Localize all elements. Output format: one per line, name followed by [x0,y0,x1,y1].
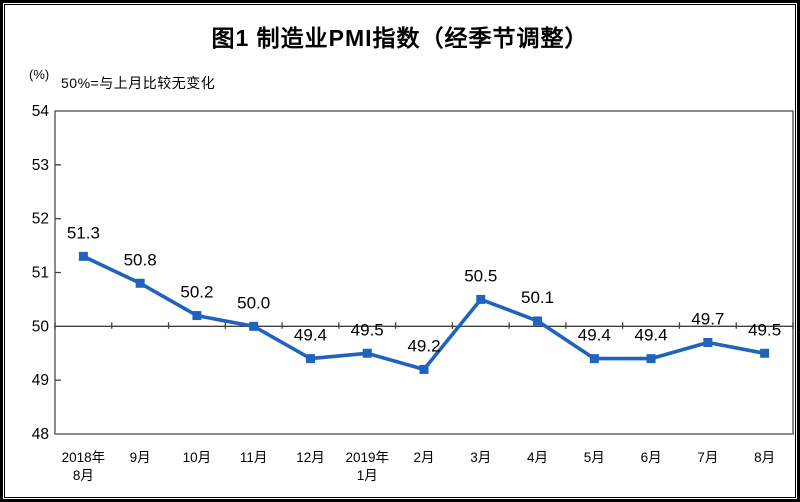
x-axis-label: 2月 [413,450,434,465]
data-point-marker [760,348,770,358]
data-point-label: 49.4 [294,326,327,345]
x-axis-label: 11月 [240,450,268,465]
data-point-label: 51.3 [67,223,100,242]
data-point-label: 49.4 [635,326,668,345]
x-axis-label: 8月 [754,450,775,465]
data-point-label: 50.1 [521,288,554,307]
data-point-marker [589,354,599,364]
plot-area-border [54,110,794,435]
y-axis-tick-label: 54 [32,103,50,120]
chart-title: 图1 制造业PMI指数（经季节调整） [211,25,589,51]
data-point-label: 49.5 [748,320,781,339]
x-axis-label: 1月 [357,468,378,483]
data-point-marker [135,278,145,288]
data-point-marker [646,354,656,364]
x-axis-label: 3月 [470,450,491,465]
x-axis-label: 4月 [527,450,548,465]
y-axis-tick-label: 49 [32,372,49,389]
x-axis-label: 8月 [73,468,94,483]
data-point-marker [192,311,202,321]
x-axis-label: 2018年 [62,450,106,465]
data-point-label: 49.2 [407,336,440,355]
data-point-marker [78,251,88,261]
data-point-label: 50.5 [464,266,497,285]
x-axis-label: 6月 [641,450,662,465]
y-axis-tick-label: 50 [32,318,50,335]
data-point-label: 50.2 [180,283,213,302]
reference-annotation: 50%=与上月比较无变化 [61,75,216,91]
x-axis-label: 5月 [584,450,605,465]
x-axis-label: 10月 [183,450,212,465]
x-axis-label: 7月 [697,450,718,465]
data-point-label: 49.4 [578,326,611,345]
data-point-label: 50.8 [124,250,157,269]
data-point-label: 49.7 [691,309,724,328]
y-axis-tick-label: 52 [32,211,49,228]
data-point-marker [476,294,486,304]
x-axis-label: 2019年 [345,450,389,465]
y-axis-tick-label: 48 [32,426,49,443]
data-point-marker [419,364,429,374]
data-point-label: 49.5 [351,320,384,339]
data-point-label: 50.0 [237,293,270,312]
x-axis-label: 12月 [296,450,325,465]
data-point-marker [703,337,713,347]
y-axis-tick-label: 51 [32,265,49,282]
x-axis-label: 9月 [130,450,151,465]
data-point-marker [533,316,543,326]
data-point-marker [305,354,315,364]
data-point-marker [249,321,259,331]
y-axis-unit-label: (%) [29,67,50,82]
y-axis-tick-label: 53 [32,157,49,174]
data-point-marker [362,348,372,358]
pmi-line-chart: 54 53 52 51 50 49 48 51.3 50.8 50.2 50.0 49.4 49.5 49… [32,103,794,483]
